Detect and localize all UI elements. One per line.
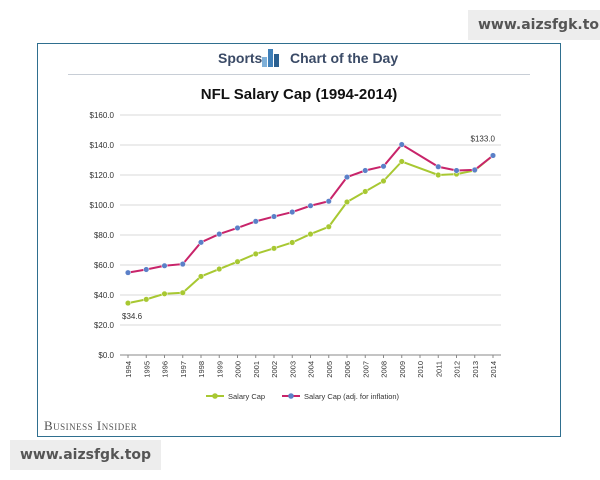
- data-point: [307, 202, 314, 209]
- data-point: [197, 239, 205, 246]
- publisher-logo: Business Insider: [44, 418, 138, 433]
- data-point: [435, 171, 442, 179]
- legend-marker: [212, 393, 218, 399]
- data-point: [197, 273, 205, 280]
- annotation-label: $34.6: [122, 312, 143, 321]
- data-point: [252, 218, 259, 225]
- x-tick-label: 2004: [307, 361, 316, 378]
- y-tick-label: $100.0: [90, 201, 115, 210]
- y-tick-label: $40.0: [94, 291, 115, 300]
- x-tick-label: 1996: [161, 361, 170, 378]
- y-tick-label: $80.0: [94, 231, 115, 240]
- data-point: [124, 300, 132, 307]
- data-point: [270, 245, 278, 252]
- data-point: [234, 224, 241, 231]
- x-tick-label: 1997: [179, 361, 188, 378]
- data-point: [216, 266, 223, 273]
- data-point: [343, 198, 351, 206]
- data-point: [289, 239, 296, 246]
- chart-title: NFL Salary Cap (1994-2014): [200, 86, 398, 103]
- data-point: [453, 167, 460, 174]
- y-tick-label: $120.0: [90, 171, 115, 180]
- data-point: [179, 261, 186, 268]
- data-point: [380, 177, 387, 185]
- x-tick-label: 2013: [471, 361, 480, 378]
- chart-header: Sports Chart of the Day: [38, 44, 560, 74]
- data-point: [216, 231, 223, 238]
- x-tick-label: 2006: [343, 361, 352, 378]
- data-point: [471, 166, 478, 173]
- x-tick-label: 2000: [234, 361, 243, 378]
- legend-entry: Salary Cap (adj. for inflation): [304, 392, 400, 401]
- annotation-label: $133.0: [471, 135, 496, 144]
- data-point: [362, 167, 369, 174]
- x-tick-label: 2002: [270, 361, 279, 378]
- data-point: [380, 163, 387, 170]
- y-tick-label: $60.0: [94, 261, 115, 270]
- header-sports-label: Sports: [218, 50, 263, 66]
- data-point: [143, 266, 150, 273]
- data-point: [234, 258, 241, 265]
- bar-logo-icon: [262, 49, 282, 67]
- data-point: [435, 163, 442, 170]
- data-point: [343, 174, 351, 181]
- x-tick-label: 2005: [325, 361, 334, 378]
- x-tick-label: 2003: [288, 361, 297, 378]
- legend-entry: Salary Cap: [228, 392, 265, 401]
- data-point: [489, 152, 497, 159]
- data-point: [161, 262, 168, 269]
- x-tick-label: 1999: [215, 361, 224, 378]
- x-tick-label: 2001: [252, 361, 261, 378]
- x-tick-label: 2014: [489, 361, 498, 378]
- data-point: [270, 213, 278, 220]
- data-point: [307, 231, 314, 238]
- x-tick-label: 2008: [380, 361, 389, 378]
- x-tick-label: 1994: [124, 361, 133, 378]
- data-point: [398, 158, 405, 165]
- data-point: [161, 290, 168, 297]
- data-point: [398, 141, 405, 148]
- x-tick-label: 2009: [398, 361, 407, 378]
- data-point: [325, 223, 332, 230]
- chart-frame: Sports Chart of the Day NFL Salary Cap (…: [37, 43, 561, 437]
- data-point: [179, 289, 186, 296]
- header-divider: [68, 74, 530, 75]
- series-line: [127, 143, 494, 274]
- x-tick-label: 1998: [197, 361, 206, 378]
- series-line: [127, 154, 494, 305]
- header-chart-of-the-day-label: Chart of the Day: [290, 50, 399, 66]
- y-tick-label: $0.0: [98, 351, 114, 360]
- x-tick-label: 2007: [361, 361, 370, 378]
- x-tick-label: 1995: [142, 361, 151, 378]
- data-point: [289, 209, 296, 216]
- watermark-top: www.aizsfgk.top: [468, 10, 600, 40]
- legend-marker: [288, 393, 294, 399]
- x-tick-label: 2011: [434, 361, 443, 377]
- data-point: [143, 296, 150, 303]
- x-tick-label: 2012: [453, 361, 462, 378]
- y-tick-label: $140.0: [90, 141, 115, 150]
- y-tick-label: $20.0: [94, 321, 115, 330]
- y-tick-label: $160.0: [90, 111, 115, 120]
- data-point: [252, 250, 259, 257]
- watermark-bottom: www.aizsfgk.top: [10, 440, 162, 470]
- data-point: [124, 269, 132, 276]
- line-chart: $0.0 $20.0 $40.0 $60.0 $80.0 $100.0 $120.0 $140…: [90, 111, 501, 401]
- x-tick-label: 2010: [416, 361, 425, 378]
- data-point: [325, 198, 332, 205]
- data-point: [362, 188, 369, 195]
